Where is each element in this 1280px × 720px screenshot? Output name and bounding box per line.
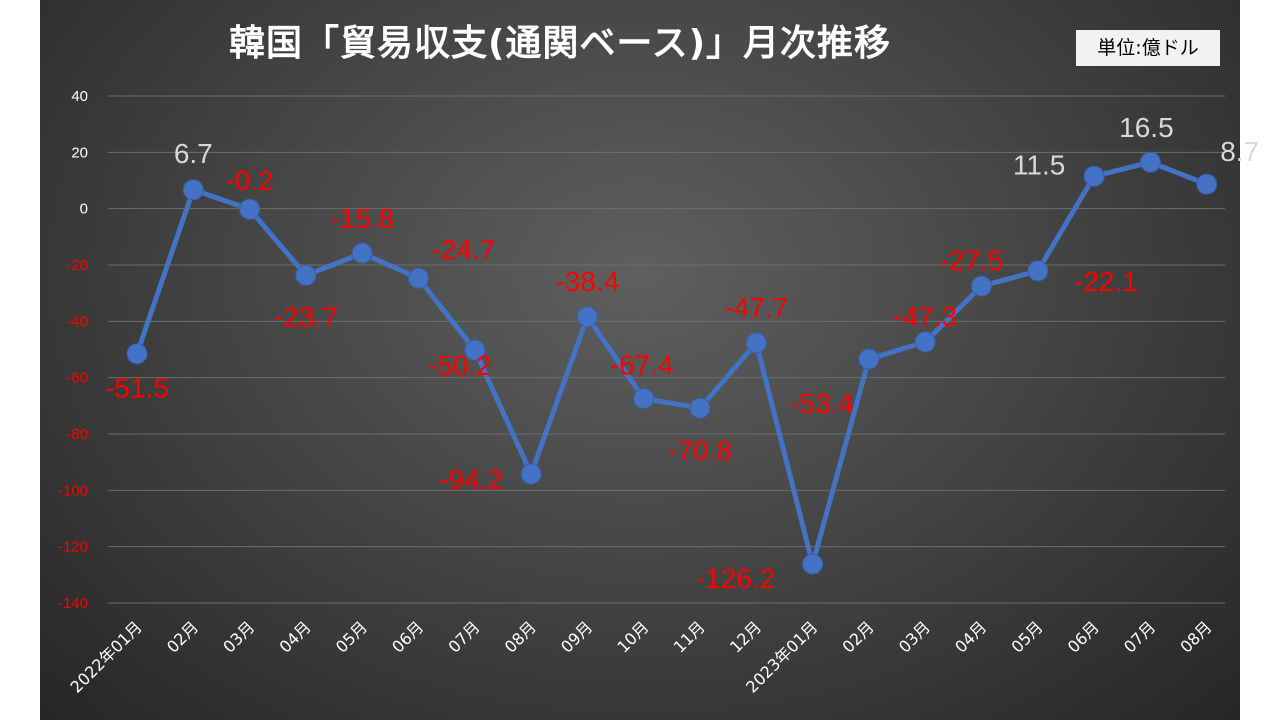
data-label: -23.7 — [274, 301, 338, 332]
x-axis-ticks: 2022年01月 02月 03月 04月 05月 06月 07月 08月 09月 10月 11月 12… — [67, 617, 1216, 696]
unit-label: 単位:億ドル — [1076, 30, 1220, 66]
data-label: -24.7 — [432, 234, 496, 265]
data-point — [1027, 260, 1049, 282]
x-tick-label: 09月 — [557, 617, 596, 656]
y-tick-label: -20 — [66, 257, 88, 274]
x-tick-label: 08月 — [1176, 617, 1215, 656]
data-label: -50.2 — [428, 350, 492, 381]
x-tick-label: 03月 — [219, 617, 258, 656]
x-tick-label: 07月 — [1120, 617, 1159, 656]
data-point — [971, 275, 992, 297]
x-tick-label: 02月 — [163, 617, 202, 656]
data-label: -47.7 — [724, 292, 788, 323]
data-labels: -51.5 6.7 -0.2 -23.7 -15.8 -24.7 -50.2 -94.2 -38… — [105, 112, 1259, 594]
data-point — [464, 339, 486, 361]
data-label: -126.2 — [696, 563, 775, 594]
data-label: -15.8 — [330, 203, 394, 234]
data-point — [576, 306, 598, 328]
chart-title: 韓国「貿易収支(通関ベース)」月次推移 — [228, 23, 892, 64]
data-point — [1139, 151, 1161, 173]
x-tick-label: 10月 — [613, 617, 652, 656]
x-tick-label: 07月 — [444, 617, 483, 656]
chart-panel — [40, 0, 1240, 720]
x-tick-label: 06月 — [1064, 617, 1103, 656]
y-tick-label: 40 — [71, 88, 88, 105]
data-point — [802, 553, 824, 575]
data-label: 11.5 — [1013, 149, 1065, 180]
x-tick-label: 03月 — [895, 617, 934, 656]
x-tick-label: 05月 — [1007, 617, 1046, 656]
x-tick-label: 11月 — [670, 617, 709, 656]
data-label: -38.4 — [555, 266, 619, 297]
data-label: -94.2 — [439, 464, 503, 495]
data-points — [126, 151, 1218, 575]
data-label: -27.5 — [940, 245, 1004, 276]
y-tick-label: -40 — [66, 313, 88, 330]
data-label: -47.3 — [893, 301, 957, 332]
x-tick-label: 08月 — [501, 617, 540, 656]
data-point — [351, 242, 373, 264]
data-point — [408, 267, 429, 289]
data-point — [1083, 165, 1105, 187]
x-tick-label: 06月 — [388, 617, 427, 656]
data-label: 16.5 — [1119, 112, 1174, 143]
x-tick-label: 12月 — [726, 617, 765, 656]
y-tick-label: -140 — [58, 595, 88, 612]
data-point — [689, 397, 711, 419]
data-label: 8.7 — [1220, 136, 1259, 167]
y-tick-label: 20 — [71, 144, 88, 161]
data-label: -0.2 — [225, 165, 273, 196]
y-tick-label: 0 — [80, 201, 88, 218]
data-point — [858, 348, 880, 370]
x-tick-label: 02月 — [839, 617, 878, 656]
data-label: -22.1 — [1074, 266, 1138, 297]
data-point — [745, 332, 767, 354]
data-point — [182, 179, 204, 201]
y-tick-label: -80 — [66, 426, 88, 443]
x-tick-label: 2022年01月 — [67, 617, 146, 696]
data-point — [520, 463, 542, 485]
y-tick-label: -60 — [66, 370, 88, 387]
x-tick-label: 04月 — [951, 617, 990, 656]
data-label: -53.4 — [790, 388, 854, 419]
data-label: 6.7 — [174, 138, 213, 169]
data-point — [914, 331, 936, 353]
data-label: -67.4 — [610, 350, 674, 381]
data-point — [1196, 173, 1218, 195]
data-point — [239, 198, 261, 220]
data-point — [126, 343, 148, 365]
y-tick-label: -100 — [58, 482, 88, 499]
y-tick-label: -120 — [58, 539, 88, 556]
data-label: -51.5 — [105, 373, 169, 404]
data-point — [633, 388, 655, 410]
x-tick-label: 05月 — [332, 617, 371, 656]
data-point — [295, 264, 317, 286]
y-axis-ticks: 40 20 0 -20 -40 -60 -80 -100 -120 -140 — [58, 88, 88, 612]
x-tick-label: 04月 — [276, 617, 315, 656]
data-label: -70.8 — [668, 435, 732, 466]
